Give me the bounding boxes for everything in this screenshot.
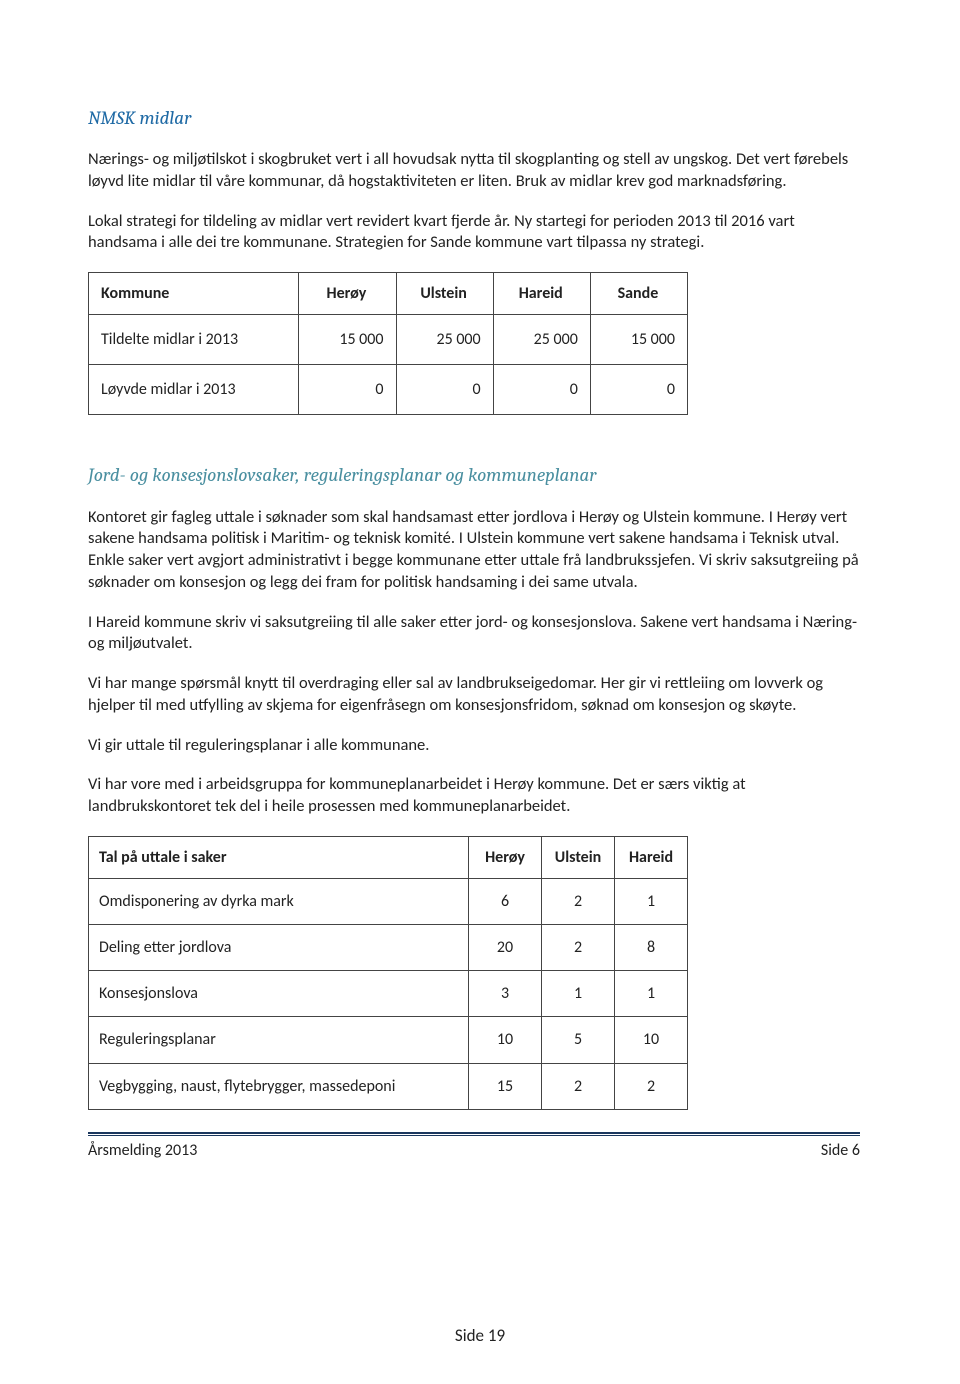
table-header-cell: Tal på uttale i saker bbox=[89, 836, 469, 878]
table-cell: Løyvde midlar i 2013 bbox=[89, 365, 299, 415]
table-cell: 25 000 bbox=[396, 315, 493, 365]
table-cell: 1 bbox=[615, 879, 688, 925]
table-cell: 2 bbox=[615, 1063, 688, 1109]
table-header-row: Kommune Herøy Ulstein Hareid Sande bbox=[89, 273, 688, 315]
table-header-cell: Kommune bbox=[89, 273, 299, 315]
table-row: Omdisponering av dyrka mark 6 2 1 bbox=[89, 879, 688, 925]
table-cell: 2 bbox=[542, 879, 615, 925]
body-paragraph: Vi har vore med i arbeidsgruppa for komm… bbox=[88, 774, 860, 818]
footer-left: Årsmelding 2013 bbox=[88, 1140, 197, 1161]
page-number: Side 19 bbox=[0, 1325, 960, 1346]
table-header-cell: Herøy bbox=[299, 273, 396, 315]
table-cell: 6 bbox=[469, 879, 542, 925]
table-cell: 15 000 bbox=[590, 315, 687, 365]
table-cell: 10 bbox=[615, 1017, 688, 1063]
table-cell: 15 bbox=[469, 1063, 542, 1109]
table-header-cell: Sande bbox=[590, 273, 687, 315]
table-cell: 2 bbox=[542, 1063, 615, 1109]
table-cell: 1 bbox=[542, 971, 615, 1017]
body-paragraph: Lokal strategi for tildeling av midlar v… bbox=[88, 211, 860, 255]
table-cell: Vegbygging, naust, flytebrygger, massede… bbox=[89, 1063, 469, 1109]
section-heading-nmsk: NMSK midlar bbox=[88, 106, 860, 131]
table-row: Reguleringsplanar 10 5 10 bbox=[89, 1017, 688, 1063]
body-paragraph: Vi har mange spørsmål knytt til overdrag… bbox=[88, 673, 860, 717]
table-header-cell: Ulstein bbox=[542, 836, 615, 878]
body-paragraph: Vi gir uttale til reguleringsplanar i al… bbox=[88, 735, 860, 757]
table-cell: 2 bbox=[542, 925, 615, 971]
table-cell: 15 000 bbox=[299, 315, 396, 365]
table-cell: 5 bbox=[542, 1017, 615, 1063]
table-cell: 0 bbox=[396, 365, 493, 415]
table-row: Deling etter jordlova 20 2 8 bbox=[89, 925, 688, 971]
table-cell: 0 bbox=[299, 365, 396, 415]
body-paragraph: Nærings- og miljøtilskot i skogbruket ve… bbox=[88, 149, 860, 193]
table-cell: 0 bbox=[590, 365, 687, 415]
footer-rule bbox=[88, 1132, 860, 1136]
footer-right: Side 6 bbox=[821, 1140, 860, 1161]
body-paragraph: I Hareid kommune skriv vi saksutgreiing … bbox=[88, 612, 860, 656]
table-cell: 8 bbox=[615, 925, 688, 971]
table-header-row: Tal på uttale i saker Herøy Ulstein Hare… bbox=[89, 836, 688, 878]
table-cell: 3 bbox=[469, 971, 542, 1017]
table-cell: 0 bbox=[493, 365, 590, 415]
table-cell: 25 000 bbox=[493, 315, 590, 365]
table-cell: Omdisponering av dyrka mark bbox=[89, 879, 469, 925]
table-cell: Deling etter jordlova bbox=[89, 925, 469, 971]
body-paragraph: Kontoret gir fagleg uttale i søknader so… bbox=[88, 507, 860, 594]
table-cell: Tildelte midlar i 2013 bbox=[89, 315, 299, 365]
table-cell: Reguleringsplanar bbox=[89, 1017, 469, 1063]
table-midlar: Kommune Herøy Ulstein Hareid Sande Tilde… bbox=[88, 272, 688, 415]
table-header-cell: Herøy bbox=[469, 836, 542, 878]
table-cell: Konsesjonslova bbox=[89, 971, 469, 1017]
table-uttale: Tal på uttale i saker Herøy Ulstein Hare… bbox=[88, 836, 688, 1110]
table-header-cell: Ulstein bbox=[396, 273, 493, 315]
table-row: Konsesjonslova 3 1 1 bbox=[89, 971, 688, 1017]
table-row: Løyvde midlar i 2013 0 0 0 0 bbox=[89, 365, 688, 415]
table-row: Vegbygging, naust, flytebrygger, massede… bbox=[89, 1063, 688, 1109]
table-cell: 20 bbox=[469, 925, 542, 971]
section-heading-jord: Jord- og konsesjonslovsaker, regulerings… bbox=[88, 463, 860, 488]
table-header-cell: Hareid bbox=[615, 836, 688, 878]
table-cell: 10 bbox=[469, 1017, 542, 1063]
table-row: Tildelte midlar i 2013 15 000 25 000 25 … bbox=[89, 315, 688, 365]
table-cell: 1 bbox=[615, 971, 688, 1017]
table-header-cell: Hareid bbox=[493, 273, 590, 315]
